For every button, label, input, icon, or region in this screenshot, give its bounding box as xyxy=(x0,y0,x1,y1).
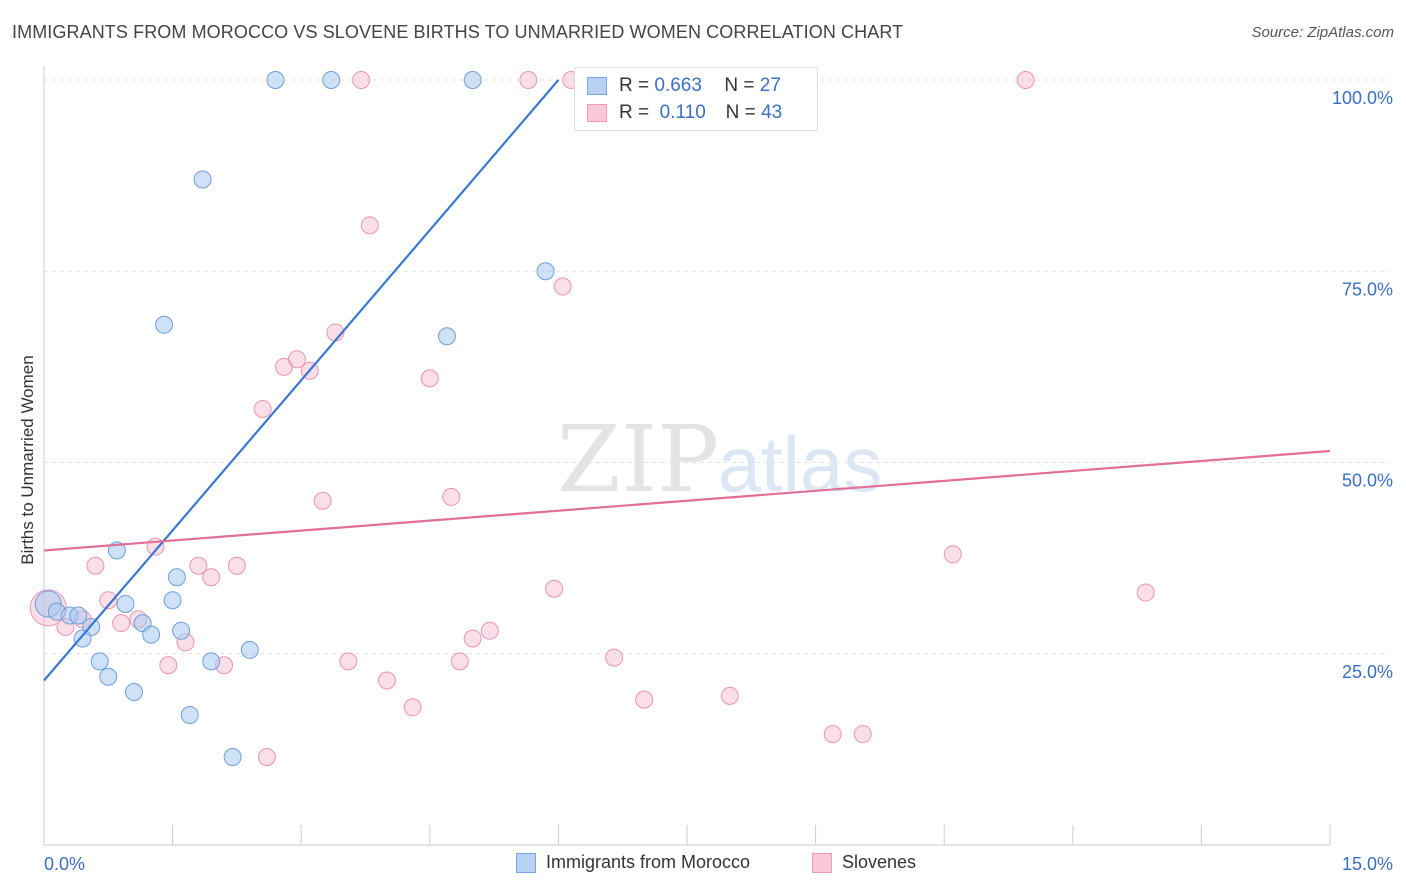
point-slovenes xyxy=(605,648,624,667)
point-slovenes xyxy=(480,621,499,640)
point-slovenes xyxy=(403,698,422,717)
point-morocco xyxy=(99,667,118,686)
point-morocco xyxy=(167,568,186,587)
point-morocco xyxy=(69,606,88,625)
watermark-zip: ZIP xyxy=(557,406,719,513)
legend-row-morocco: R = 0.663 N = 27 xyxy=(587,73,781,99)
point-slovenes xyxy=(853,725,872,744)
point-slovenes xyxy=(313,491,332,510)
point-morocco xyxy=(125,683,144,701)
tick-labels: 25.0% 50.0% 75.0% 100.0% 0.0% 15.0% xyxy=(44,88,1393,874)
point-slovenes xyxy=(545,579,564,598)
legend-row-slovenes: R = 0.110 N = 43 xyxy=(587,100,782,126)
point-slovenes xyxy=(189,556,208,575)
x-tick-label: 15.0% xyxy=(1342,854,1393,874)
point-slovenes xyxy=(1136,583,1155,602)
legend-r-value: 0.110 xyxy=(659,102,706,123)
legend-swatch-morocco xyxy=(516,852,536,873)
point-morocco xyxy=(266,71,285,89)
point-slovenes xyxy=(352,71,371,89)
point-slovenes xyxy=(257,748,276,767)
trend-lines xyxy=(43,79,1331,682)
point-slovenes xyxy=(86,556,105,575)
legend-label-morocco: Immigrants from Morocco xyxy=(546,852,751,872)
point-morocco xyxy=(163,591,182,610)
legend-item-morocco: Immigrants from Morocco xyxy=(516,852,750,873)
point-slovenes xyxy=(720,686,739,705)
point-slovenes xyxy=(450,652,469,671)
y-tick-label: 100.0% xyxy=(1332,88,1393,108)
y-axis-label: Births to Unmarried Women xyxy=(18,355,37,565)
point-slovenes xyxy=(943,545,962,564)
y-tick-label: 25.0% xyxy=(1342,662,1393,682)
correlation-legend: R = 0.663 N = 27 R = 0.110 N = 43 xyxy=(574,67,818,131)
point-slovenes xyxy=(420,369,439,388)
point-slovenes xyxy=(360,216,379,235)
point-slovenes xyxy=(287,350,306,369)
point-morocco xyxy=(437,327,456,346)
point-slovenes xyxy=(823,725,842,744)
legend-r-value: 0.663 xyxy=(654,75,702,96)
point-slovenes xyxy=(442,487,461,506)
point-morocco xyxy=(322,71,341,89)
legend-label-slovenes: Slovenes xyxy=(842,852,917,872)
point-slovenes xyxy=(553,277,572,296)
point-morocco xyxy=(240,640,259,659)
point-slovenes xyxy=(463,629,482,648)
point-slovenes xyxy=(159,656,178,675)
legend-n-label: N = xyxy=(725,102,756,123)
point-slovenes xyxy=(377,671,396,690)
watermark-atlas: atlas xyxy=(718,420,883,508)
x-tick-label: 0.0% xyxy=(44,854,85,874)
point-slovenes xyxy=(202,568,221,587)
trend-line-slovenes xyxy=(43,449,1331,552)
legend-item-slovenes: Slovenes xyxy=(812,852,916,873)
legend-swatch-slovenes xyxy=(812,852,832,873)
series-legend: Immigrants from Morocco Slovenes xyxy=(0,852,1406,878)
point-slovenes xyxy=(519,71,538,89)
point-morocco xyxy=(180,705,199,724)
source-label: Source: ZipAtlas.com xyxy=(1251,24,1394,41)
point-slovenes xyxy=(99,591,118,610)
point-morocco xyxy=(90,652,109,671)
legend-n-label: N = xyxy=(724,75,755,96)
legend-r-label: R = xyxy=(619,102,650,123)
legend-n-value: 27 xyxy=(759,75,781,96)
trend-line-morocco xyxy=(43,79,560,682)
point-slovenes xyxy=(227,556,246,575)
legend-swatch-morocco xyxy=(587,77,607,95)
point-slovenes xyxy=(635,690,654,709)
point-morocco xyxy=(142,625,161,644)
point-slovenes xyxy=(339,652,358,671)
point-slovenes xyxy=(1016,71,1035,89)
point-morocco xyxy=(193,170,212,189)
y-tick-label: 75.0% xyxy=(1342,279,1393,299)
point-morocco xyxy=(463,71,482,89)
grid-lines xyxy=(44,79,1390,655)
point-morocco xyxy=(172,621,191,640)
chart-title: IMMIGRANTS FROM MOROCCO VS SLOVENE BIRTH… xyxy=(12,22,904,42)
point-morocco xyxy=(223,748,242,767)
point-slovenes xyxy=(253,399,272,418)
legend-r-label: R = xyxy=(619,75,650,96)
point-morocco xyxy=(536,262,555,281)
y-tick-label: 50.0% xyxy=(1342,471,1393,491)
point-morocco xyxy=(155,315,174,334)
legend-n-value: 43 xyxy=(761,102,783,123)
legend-swatch-slovenes xyxy=(587,104,607,122)
point-morocco xyxy=(116,595,135,614)
axes xyxy=(43,66,1331,846)
point-slovenes xyxy=(112,614,131,633)
point-morocco xyxy=(202,652,221,671)
point-morocco xyxy=(73,629,92,648)
